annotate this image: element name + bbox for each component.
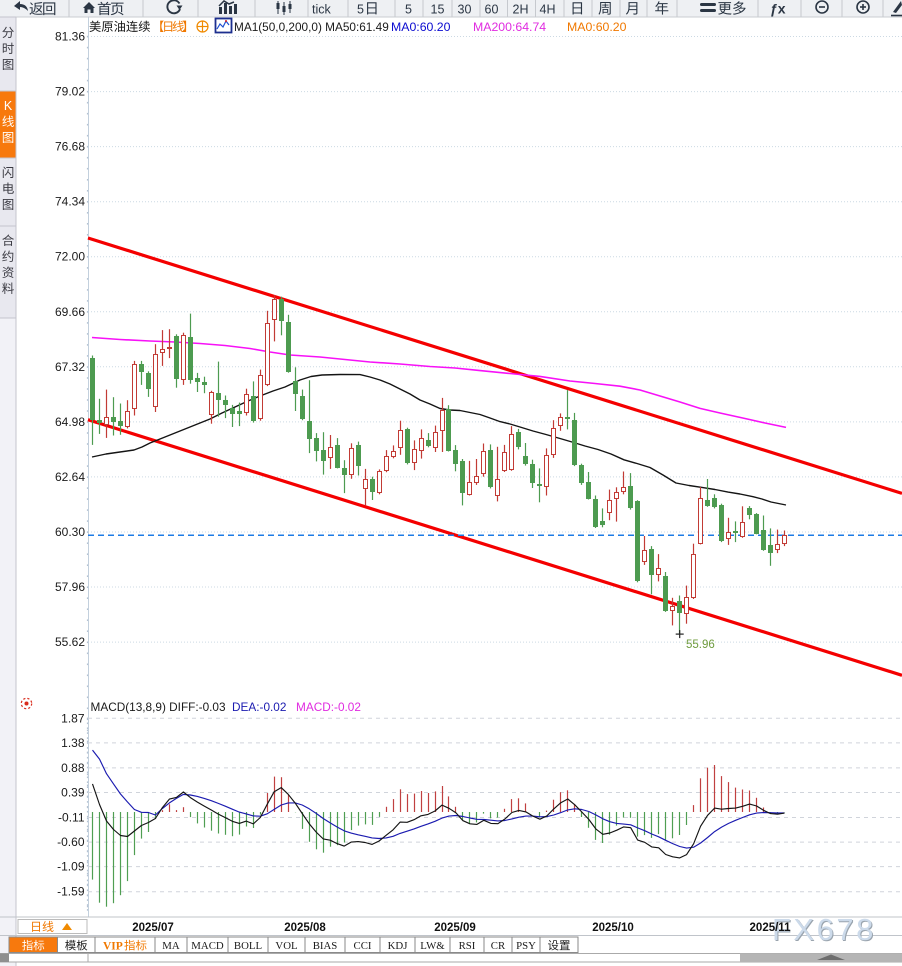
svg-text:2025/09: 2025/09 xyxy=(434,922,476,934)
svg-text:FX678: FX678 xyxy=(773,913,877,948)
svg-text:FX678: FX678 xyxy=(772,912,876,947)
svg-text:1.87: 1.87 xyxy=(61,711,85,725)
svg-text:PSY: PSY xyxy=(516,940,536,952)
svg-text:4H: 4H xyxy=(540,3,556,17)
svg-text:30: 30 xyxy=(458,3,472,17)
svg-text:tick: tick xyxy=(312,3,332,17)
svg-text:MACD(13,8,9) DIFF:-0.03: MACD(13,8,9) DIFF:-0.03 xyxy=(91,700,226,714)
svg-text:60.30: 60.30 xyxy=(55,525,85,539)
svg-text:60: 60 xyxy=(485,3,499,17)
svg-text:DEA:-0.02: DEA:-0.02 xyxy=(232,700,286,714)
svg-text:MA200:64.74: MA200:64.74 xyxy=(473,20,546,34)
svg-text:79.02: 79.02 xyxy=(55,85,85,99)
svg-text:KDJ: KDJ xyxy=(388,940,408,952)
svg-text:5: 5 xyxy=(405,3,412,17)
svg-text:2025/10: 2025/10 xyxy=(592,922,634,934)
svg-text:81.36: 81.36 xyxy=(55,30,85,44)
svg-text:2025/07: 2025/07 xyxy=(132,922,174,934)
svg-text:-0.60: -0.60 xyxy=(57,835,85,849)
svg-text:-0.11: -0.11 xyxy=(58,811,85,825)
svg-text:1.38: 1.38 xyxy=(61,736,85,750)
svg-text:74.34: 74.34 xyxy=(55,195,85,209)
svg-text:BOLL: BOLL xyxy=(234,940,262,952)
svg-text:MA: MA xyxy=(162,940,180,952)
svg-text:55.62: 55.62 xyxy=(55,635,85,649)
svg-text:62.64: 62.64 xyxy=(55,470,85,484)
svg-text:VOL: VOL xyxy=(275,940,297,952)
svg-text:MACD: MACD xyxy=(191,940,224,952)
svg-text:MA1(50,0,200,0) MA50:61.49: MA1(50,0,200,0) MA50:61.49 xyxy=(234,20,389,34)
svg-text:64.98: 64.98 xyxy=(55,415,85,429)
svg-text:ƒx: ƒx xyxy=(770,1,786,17)
svg-text:VIP: VIP xyxy=(103,941,123,953)
svg-text:MA0:60.20: MA0:60.20 xyxy=(567,20,627,34)
svg-text:57.96: 57.96 xyxy=(55,580,85,594)
svg-text:69.66: 69.66 xyxy=(55,305,85,319)
svg-text:MA0:60.20: MA0:60.20 xyxy=(391,20,451,34)
svg-text:CR: CR xyxy=(491,940,506,952)
svg-text:LW&: LW& xyxy=(420,940,445,952)
svg-text:CCI: CCI xyxy=(354,940,372,952)
svg-text:BIAS: BIAS xyxy=(313,940,338,952)
svg-text:MACD:-0.02: MACD:-0.02 xyxy=(296,700,361,714)
svg-text:-1.09: -1.09 xyxy=(57,860,85,874)
svg-text:76.68: 76.68 xyxy=(55,140,85,154)
svg-text:RSI: RSI xyxy=(459,940,476,952)
svg-text:0.88: 0.88 xyxy=(61,761,85,775)
svg-text:0.39: 0.39 xyxy=(61,785,85,799)
svg-text:K: K xyxy=(4,99,13,113)
svg-text:67.32: 67.32 xyxy=(55,360,85,374)
svg-text:55.96: 55.96 xyxy=(686,639,715,651)
svg-text:5: 5 xyxy=(357,3,364,17)
svg-text:15: 15 xyxy=(431,3,445,17)
svg-text:-1.59: -1.59 xyxy=(57,885,85,899)
svg-text:72.00: 72.00 xyxy=(55,250,85,264)
svg-text:2025/08: 2025/08 xyxy=(284,922,326,934)
svg-text:2025/11: 2025/11 xyxy=(750,922,792,934)
svg-text:2H: 2H xyxy=(513,3,529,17)
